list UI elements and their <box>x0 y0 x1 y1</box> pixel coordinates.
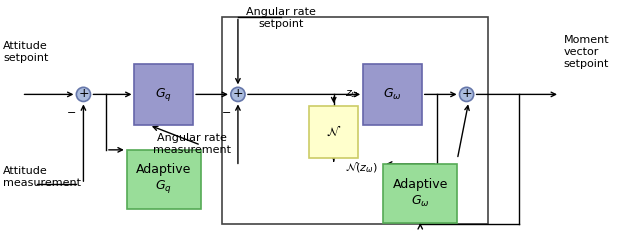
Ellipse shape <box>460 87 473 101</box>
Text: Angular rate
measurement: Angular rate measurement <box>153 133 231 155</box>
Bar <box>135 64 193 125</box>
Text: $z_{\omega}$: $z_{\omega}$ <box>345 88 359 100</box>
Text: Attitude
setpoint: Attitude setpoint <box>3 41 48 63</box>
Bar <box>363 64 421 125</box>
Text: $\mathcal{N}(z_{\omega})$: $\mathcal{N}(z_{\omega})$ <box>345 160 378 175</box>
Text: Moment
vector
setpoint: Moment vector setpoint <box>564 35 609 68</box>
Text: Adaptive
$G_q$: Adaptive $G_q$ <box>136 163 192 195</box>
Bar <box>383 164 457 223</box>
Text: $-$: $-$ <box>221 106 231 116</box>
Ellipse shape <box>77 87 90 101</box>
Text: Angular rate
setpoint: Angular rate setpoint <box>246 7 316 29</box>
Bar <box>127 150 201 209</box>
Text: $G_q$: $G_q$ <box>155 86 172 103</box>
Bar <box>309 106 358 158</box>
Text: Attitude
measurement: Attitude measurement <box>3 166 81 188</box>
Ellipse shape <box>231 87 245 101</box>
Text: $-$: $-$ <box>66 106 77 116</box>
Text: $G_\omega$: $G_\omega$ <box>383 87 402 102</box>
Text: $\mathcal{N}$: $\mathcal{N}$ <box>326 125 341 139</box>
Text: $+$: $+$ <box>461 87 472 100</box>
Text: $+$: $+$ <box>232 87 243 100</box>
Bar <box>222 17 488 224</box>
Text: $+$: $+$ <box>78 87 89 100</box>
Text: Adaptive
$G_\omega$: Adaptive $G_\omega$ <box>392 178 448 209</box>
